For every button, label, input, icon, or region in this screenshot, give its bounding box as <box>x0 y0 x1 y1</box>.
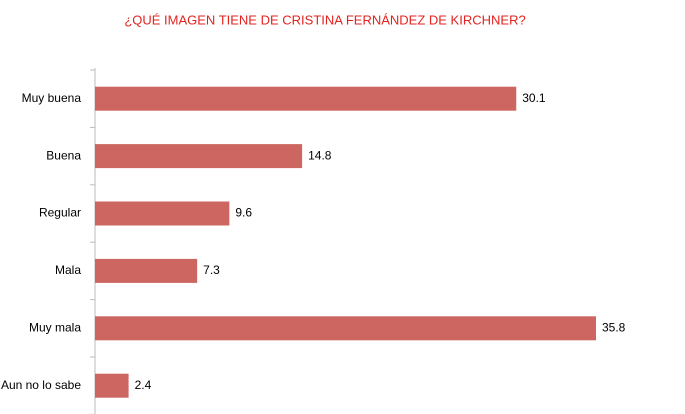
y-tick-label: Aun no lo sabe <box>1 378 81 392</box>
y-tick-label: Muy mala <box>29 320 81 334</box>
data-label: 7.3 <box>203 263 220 277</box>
bar <box>95 86 517 111</box>
chart-title: ¿QUÉ IMAGEN TIENE DE CRISTINA FERNÁNDEZ … <box>124 12 525 27</box>
data-label: 2.4 <box>135 378 152 392</box>
bar <box>95 373 129 398</box>
y-tick-label: Buena <box>46 148 81 162</box>
y-tick-label: Mala <box>55 263 81 277</box>
data-label: 9.6 <box>235 206 252 220</box>
data-label: 30.1 <box>522 91 546 105</box>
bar <box>95 201 230 226</box>
bar <box>95 316 596 341</box>
bar <box>95 144 303 169</box>
bar <box>95 258 198 283</box>
data-label: 14.8 <box>308 148 332 162</box>
y-tick-label: Regular <box>39 206 81 220</box>
data-label: 35.8 <box>602 320 626 334</box>
y-tick-label: Muy buena <box>22 91 82 105</box>
